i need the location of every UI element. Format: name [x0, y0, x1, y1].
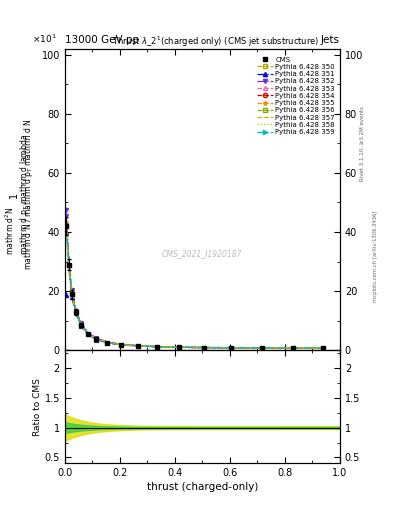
- Text: 13000 GeV pp: 13000 GeV pp: [65, 34, 139, 45]
- X-axis label: thrust (charged-only): thrust (charged-only): [147, 482, 258, 493]
- Text: Jets: Jets: [321, 34, 340, 45]
- Text: Rivet 3.1.10, ≥3.2M events: Rivet 3.1.10, ≥3.2M events: [360, 106, 365, 181]
- Text: mcplots.cern.ch [arXiv:1306.3436]: mcplots.cern.ch [arXiv:1306.3436]: [373, 210, 378, 302]
- Title: Thrust $\lambda\_2^1$(charged only) (CMS jet substructure): Thrust $\lambda\_2^1$(charged only) (CMS…: [112, 34, 320, 49]
- Text: mathrm d N / mathrm d p$_T$ mathrm d N: mathrm d N / mathrm d p$_T$ mathrm d N: [22, 119, 35, 270]
- Y-axis label: Ratio to CMS: Ratio to CMS: [33, 378, 42, 436]
- Text: 1: 1: [9, 191, 19, 198]
- Text: mathrm d$^2$N
mathrm d p$_T$ mathrm d lambda: mathrm d$^2$N mathrm d p$_T$ mathrm d la…: [4, 134, 31, 255]
- Text: CMS_2021_I1920187: CMS_2021_I1920187: [162, 249, 242, 258]
- Legend: CMS, Pythia 6.428 350, Pythia 6.428 351, Pythia 6.428 352, Pythia 6.428 353, Pyt: CMS, Pythia 6.428 350, Pythia 6.428 351,…: [256, 55, 336, 136]
- Text: $\times 10^1$: $\times 10^1$: [32, 32, 57, 45]
